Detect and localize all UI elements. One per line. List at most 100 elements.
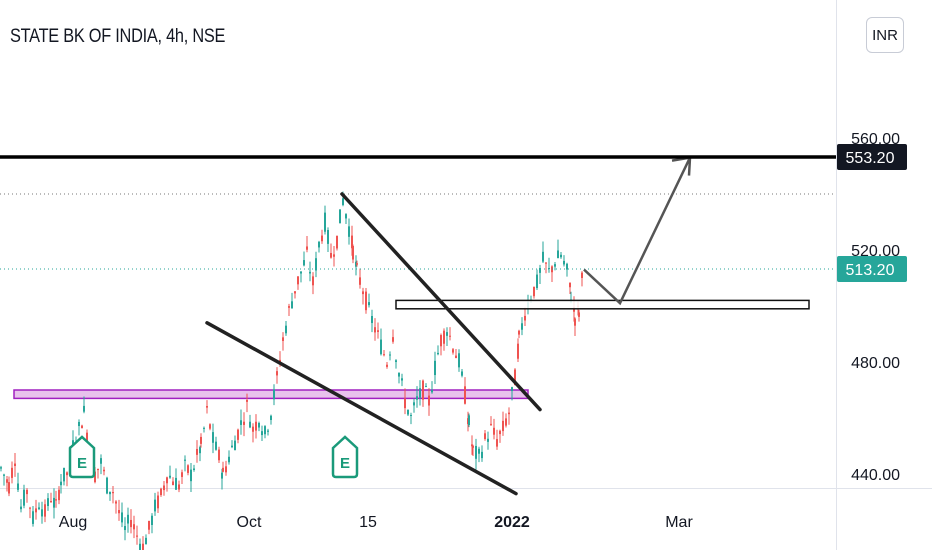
- candle-body: [273, 389, 275, 400]
- candle-body: [44, 504, 46, 517]
- candle-body: [401, 378, 403, 381]
- candle-body: [148, 520, 150, 530]
- candle-body: [359, 277, 361, 285]
- candle-body: [581, 272, 583, 278]
- candle-body: [542, 251, 544, 262]
- candle-body: [50, 501, 52, 503]
- candle-body: [434, 360, 436, 376]
- candle-body: [35, 508, 37, 513]
- candle-body: [481, 451, 483, 459]
- candle-body: [184, 459, 186, 461]
- candle-body: [222, 467, 224, 472]
- earnings-marker-shape: [331, 435, 359, 479]
- candle-body: [404, 398, 406, 409]
- candle-body: [464, 386, 466, 404]
- candle-body: [160, 488, 162, 496]
- candle-body: [199, 447, 201, 454]
- candle-body: [502, 420, 504, 432]
- candle-body: [533, 286, 535, 297]
- candle-body: [410, 414, 412, 416]
- candle-body: [294, 291, 296, 294]
- candle-body: [377, 330, 379, 332]
- candle-body: [348, 226, 350, 237]
- candle-body: [306, 246, 308, 250]
- candle-body: [246, 399, 248, 402]
- y-tick-label: 480.00: [851, 355, 900, 372]
- candle-body: [345, 214, 347, 219]
- magenta-support-zone: [13, 389, 529, 400]
- candle-body: [395, 360, 397, 363]
- x-tick-label: 15: [359, 514, 377, 531]
- candle-body: [237, 429, 239, 440]
- candle-body: [53, 497, 55, 508]
- earnings-marker[interactable]: E: [68, 435, 96, 479]
- candle-body: [383, 354, 385, 356]
- candle-body: [215, 441, 217, 450]
- candle-body: [252, 426, 254, 432]
- y-tick-label: 560.00: [851, 131, 900, 148]
- candle-body: [115, 501, 117, 504]
- candle-body: [330, 252, 332, 258]
- candle-body: [228, 456, 230, 463]
- candle-body: [413, 402, 415, 406]
- candle-body: [493, 427, 495, 435]
- currency-button[interactable]: INR: [866, 17, 904, 53]
- x-tick-label: Oct: [237, 514, 262, 531]
- candle-body: [440, 335, 442, 347]
- candle-body: [139, 543, 141, 550]
- candle-body: [63, 467, 65, 482]
- candle-body: [443, 330, 445, 344]
- current-price-label: 513.20: [846, 262, 895, 279]
- y-tick-label: 520.00: [851, 243, 900, 260]
- candle-body: [221, 472, 223, 479]
- candle-body: [142, 543, 144, 550]
- breakout-retest-zone: [395, 299, 810, 310]
- candle-body: [339, 209, 341, 224]
- candle-body: [121, 512, 123, 523]
- candle-body: [425, 386, 427, 388]
- candle-body: [0, 467, 2, 469]
- earnings-marker[interactable]: E: [331, 435, 359, 479]
- candle-body: [151, 515, 153, 525]
- candle-body: [487, 438, 489, 442]
- candle-body: [517, 343, 519, 359]
- candle-body: [560, 254, 562, 258]
- candle-body: [181, 472, 183, 477]
- candle-body: [471, 444, 473, 447]
- candle-body: [285, 325, 287, 334]
- earnings-marker-label: E: [340, 455, 350, 472]
- chart-title: STATE BK OF INDIA, 4h, NSE: [10, 26, 226, 47]
- candle-body: [206, 406, 208, 408]
- candle-body: [60, 481, 62, 486]
- candle-body: [563, 260, 565, 265]
- candle-body: [17, 483, 19, 490]
- candle-body: [154, 499, 156, 512]
- candle-body: [374, 327, 376, 333]
- candle-body: [193, 468, 195, 470]
- candle-body: [431, 390, 433, 393]
- candle-body: [243, 421, 245, 425]
- candle-body: [398, 372, 400, 377]
- candle-body: [231, 445, 233, 448]
- candle-body: [249, 421, 251, 428]
- candle-body: [166, 477, 168, 484]
- projection-arrowhead: [671, 156, 692, 176]
- candle-body: [118, 510, 120, 514]
- candle-body: [32, 511, 34, 524]
- candle-body: [112, 491, 114, 494]
- candle-body: [169, 475, 171, 478]
- candle-body: [336, 235, 338, 249]
- candle-body: [264, 426, 266, 435]
- candle-body: [536, 274, 538, 289]
- candle-body: [178, 484, 180, 490]
- candle-body: [321, 235, 323, 242]
- candle-body: [518, 330, 520, 335]
- candle-body: [422, 380, 424, 400]
- candle-body: [392, 337, 394, 342]
- candle-body: [356, 263, 358, 265]
- candle-body: [145, 537, 147, 545]
- candle-body: [190, 469, 192, 482]
- candle-body: [276, 371, 278, 376]
- candle-body: [240, 420, 242, 425]
